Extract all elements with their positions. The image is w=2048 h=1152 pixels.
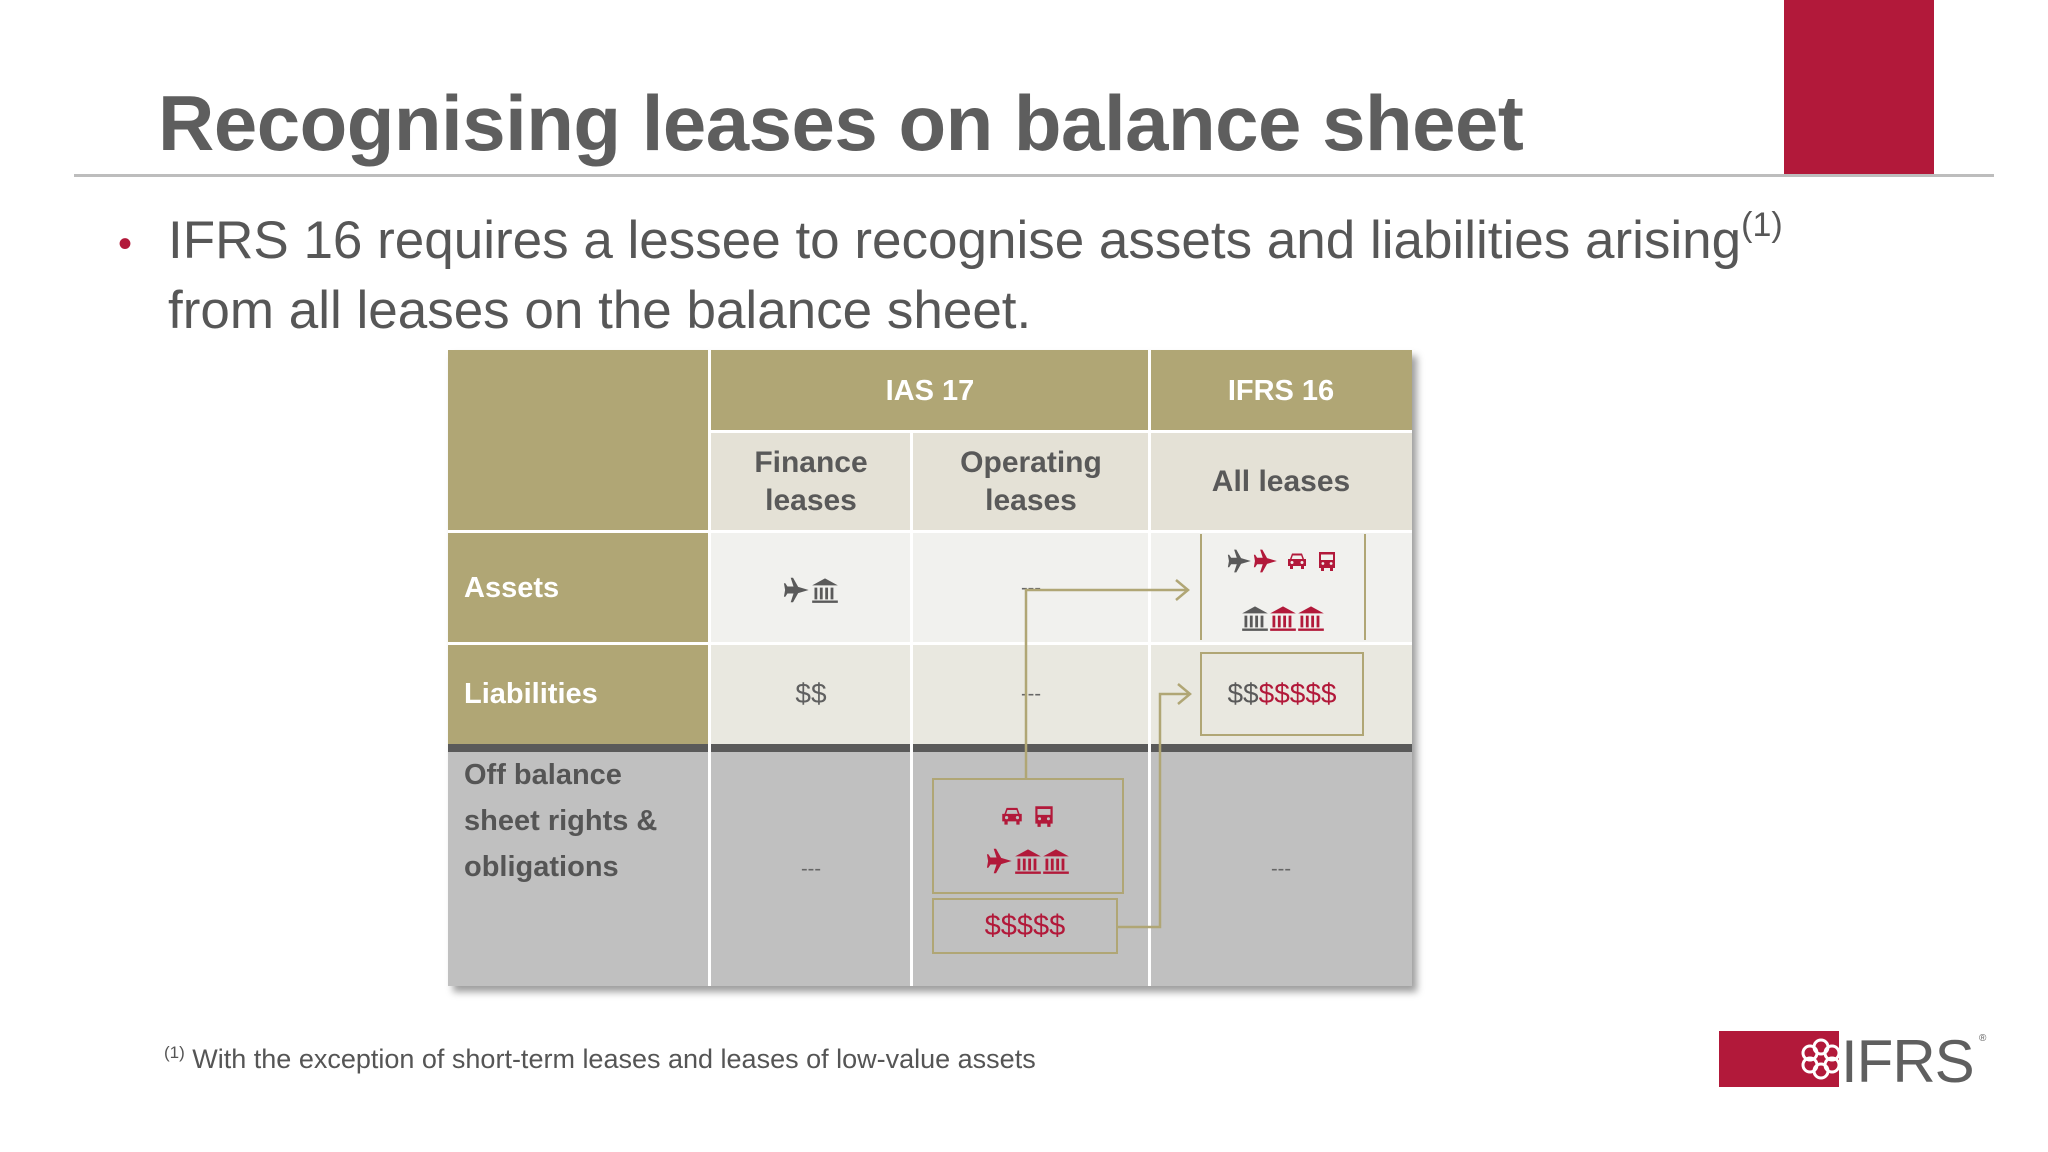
bullet-marker: • [118,222,133,266]
bullet-text-main: IFRS 16 requires a lessee to recognise a… [168,211,1742,270]
grid-line-h2 [448,530,1412,533]
assets-finance-cell [710,532,912,644]
liabilities-finance-cell: $$ [710,644,912,744]
corner-accent-block [1784,0,1934,176]
row-label-off-balance: Off balance sheet rights & obligations [448,752,710,986]
liabilities-all-leases-cell [1150,644,1412,744]
footnote-marker: (1) [164,1043,185,1062]
row-label-assets: Assets [448,532,710,644]
header-ifrs16: IFRS 16 [1150,350,1412,432]
table-corner-cell [448,350,710,532]
grid-line-v3 [1148,350,1151,986]
row-label-liabilities: Liabilities [448,644,710,744]
logo-trademark: ® [1979,1033,1987,1044]
grid-line-h1 [710,430,1412,433]
header-ias17: IAS 17 [710,350,1150,432]
slide-title: Recognising leases on balance sheet [158,79,1524,167]
bullet-text: IFRS 16 requires a lessee to recognise a… [168,206,1808,346]
footnote-text: With the exception of short-term leases … [184,1044,1036,1074]
grid-line-v2 [910,432,913,986]
liabilities-operating-cell: --- [912,644,1150,744]
off-finance-cell: --- [710,752,912,986]
subheader-operating-line2: leases [985,484,1077,517]
balance-sheet-divider [448,744,1412,752]
ifrs16-assets-box [1200,534,1366,640]
logo-flower-icon [1801,1038,1841,1080]
bullet-text-end: from all leases on the balance sheet. [168,281,1032,340]
assets-operating-cell: --- [912,532,1150,644]
reclassification-arrows [1024,579,1192,929]
ifrs16-liabilities-box: $$ $$$$$ [1200,652,1364,736]
logo-wordmark: IFRS [1841,1028,1975,1095]
footnote-reference: (1) [1741,206,1783,244]
off-operating-money-box: $$$$$ [932,898,1118,954]
subheader-finance-line1: Finance [754,446,868,479]
ifrs-logo: IFRS ® [1719,1028,1991,1095]
off-all-leases-cell: --- [1150,752,1412,986]
grid-line-v1 [708,350,711,986]
title-divider [74,174,1994,177]
assets-all-leases-cell [1150,532,1412,644]
subheader-all-leases: All leases [1150,432,1412,532]
off-balance-line1: Off balance [464,759,622,791]
off-balance-line3: obligations [464,851,619,883]
ifrs16-liabilities-grey: $$ [1227,678,1259,709]
grid-line-h3 [448,642,1412,645]
subheader-operating-line1: Operating [960,446,1102,479]
subheader-finance-line2: leases [765,484,857,517]
subheader-finance-leases: Finance leases [710,432,912,532]
footnote: (1) With the exception of short-term lea… [164,1044,1036,1075]
off-operating-assets-box [932,778,1124,894]
lease-comparison-table: IAS 17 IFRS 16 Finance leases Operating … [448,350,1412,986]
off-balance-line2: sheet rights & [464,805,658,837]
ifrs16-liabilities-red: $$$$$ [1258,678,1337,709]
subheader-operating-leases: Operating leases [912,432,1150,532]
